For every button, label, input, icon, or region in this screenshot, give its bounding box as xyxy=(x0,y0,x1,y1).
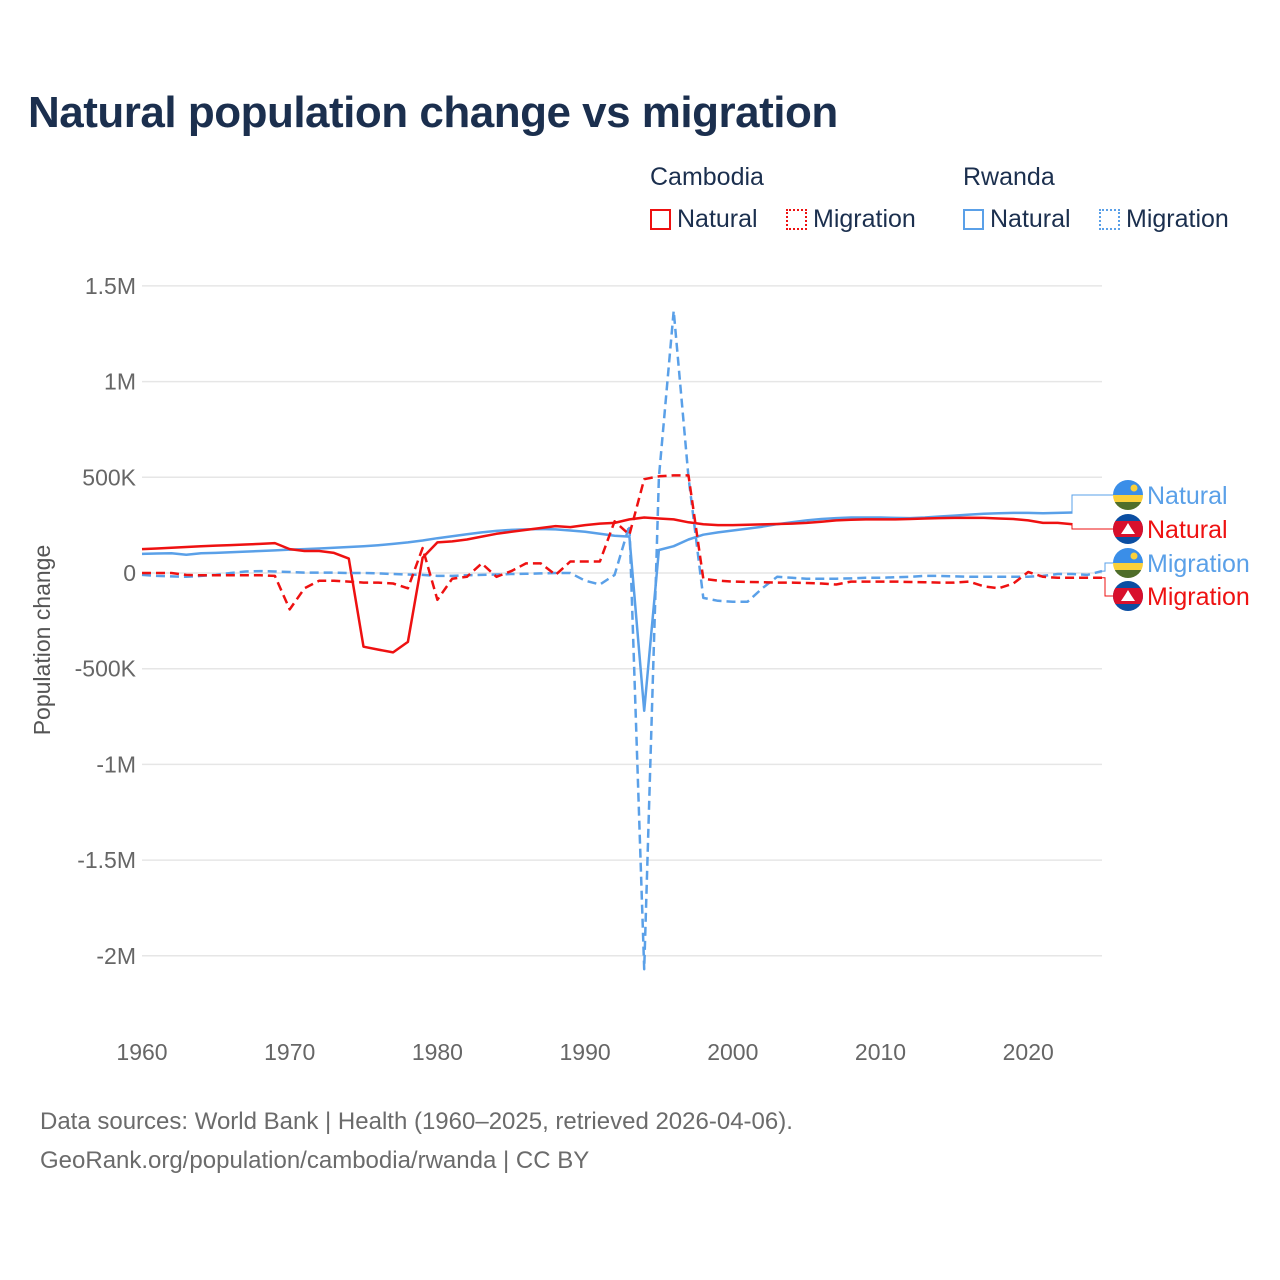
y-tick-label: 1.5M xyxy=(85,273,136,299)
label-connector xyxy=(1071,523,1113,530)
series-line-cambodia-natural xyxy=(141,516,1073,654)
legend-group-rwanda: Rwanda xyxy=(963,163,1055,191)
x-tick-label: 1970 xyxy=(264,1039,315,1065)
legend-label: Natural xyxy=(677,205,758,233)
y-tick-label: 1M xyxy=(104,369,136,395)
legend-cambodia-natural[interactable]: Natural xyxy=(650,205,758,234)
series-end-label[interactable]: Natural xyxy=(1147,516,1228,544)
legend-group-cambodia: Cambodia xyxy=(650,163,764,191)
flag-body xyxy=(1113,581,1143,611)
series-line-rwanda-migration xyxy=(141,309,1103,971)
legend-rwanda-migration[interactable]: Migration xyxy=(1099,205,1229,234)
y-tick-label: 500K xyxy=(82,464,136,490)
cambodia-flag-icon xyxy=(1113,581,1143,611)
y-tick-label: -500K xyxy=(75,656,137,682)
y-axis-label: Population change xyxy=(29,545,55,736)
legend-label: Migration xyxy=(1126,205,1229,233)
label-connector xyxy=(1071,494,1113,514)
legend-label: Migration xyxy=(813,205,916,233)
flag-body xyxy=(1113,548,1143,578)
temple-icon xyxy=(1121,523,1135,534)
legend-label: Natural xyxy=(990,205,1071,233)
flag-band xyxy=(1113,502,1143,510)
legend-swatch-solid xyxy=(650,209,671,230)
rwanda-flag-icon xyxy=(1113,480,1143,510)
x-tick-label: 2000 xyxy=(707,1039,758,1065)
y-tick-label: -2M xyxy=(96,943,136,969)
legend-cambodia-migration[interactable]: Migration xyxy=(786,205,916,234)
footer-link[interactable]: GeoRank.org/population/cambodia/rwanda |… xyxy=(40,1147,590,1174)
flag-band xyxy=(1113,548,1143,563)
series-end-label[interactable]: Natural xyxy=(1147,482,1228,510)
x-tick-label: 1960 xyxy=(116,1039,167,1065)
flag-band xyxy=(1113,495,1143,502)
label-connector xyxy=(1102,577,1113,597)
y-tick-label: 0 xyxy=(123,560,136,586)
series-end-label[interactable]: Migration xyxy=(1147,550,1250,578)
sun-icon xyxy=(1130,552,1138,560)
flag-body xyxy=(1113,514,1143,544)
cambodia-flag-icon xyxy=(1113,514,1143,544)
series-end-label[interactable]: Migration xyxy=(1147,583,1250,611)
series-line-cambodia-migration xyxy=(142,474,1102,611)
label-connector xyxy=(1102,562,1113,572)
flag-band xyxy=(1113,480,1143,495)
chart-title: Natural population change vs migration xyxy=(28,88,838,137)
y-tick-label: -1M xyxy=(96,751,136,777)
x-tick-label: 1980 xyxy=(412,1039,463,1065)
flag-band xyxy=(1113,563,1143,570)
temple-icon xyxy=(1121,590,1135,601)
flag-body xyxy=(1113,480,1143,510)
footer-sources: Data sources: World Bank | Health (1960–… xyxy=(40,1108,793,1135)
flag-band xyxy=(1113,570,1143,578)
sun-icon xyxy=(1130,484,1138,492)
series-line-rwanda-natural xyxy=(141,511,1073,713)
y-tick-label: -1.5M xyxy=(77,847,136,873)
legend-swatch-dotted xyxy=(1099,209,1120,230)
x-tick-label: 2010 xyxy=(855,1039,906,1065)
x-tick-label: 2020 xyxy=(1003,1039,1054,1065)
rwanda-flag-icon xyxy=(1113,548,1143,578)
legend-rwanda-natural[interactable]: Natural xyxy=(963,205,1071,234)
x-tick-label: 1990 xyxy=(560,1039,611,1065)
legend-swatch-solid xyxy=(963,209,984,230)
legend-swatch-dotted xyxy=(786,209,807,230)
